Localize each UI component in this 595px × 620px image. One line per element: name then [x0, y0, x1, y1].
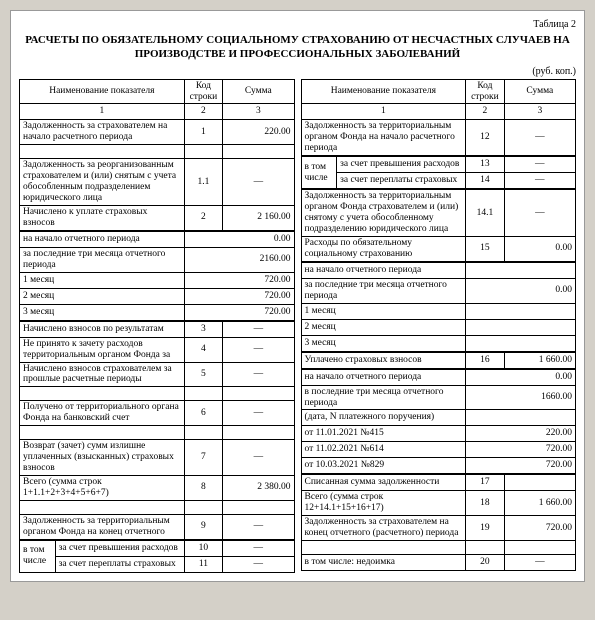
- table-row: Задолженность за территориальным органом…: [20, 514, 295, 539]
- page-title: РАСЧЕТЫ ПО ОБЯЗАТЕЛЬНОМУ СОЦИАЛЬНОМУ СТР…: [19, 33, 576, 62]
- table-row: Расходы по обязательному социальному стр…: [301, 236, 576, 261]
- table-row: Списанная сумма задолженности17: [301, 475, 576, 491]
- right-vtom-table: в том числе за счет превышения расходов1…: [301, 156, 577, 189]
- table-row: Всего (сумма строк 12+14.1+15+16+17)181 …: [301, 491, 576, 516]
- left-table-2: Начислено взносов по результатам3— Не пр…: [19, 321, 295, 540]
- table-row: Возврат (зачет) сумм излишне уплаченных …: [20, 440, 295, 476]
- right-sub-15: на начало отчетного периода за последние…: [301, 262, 577, 352]
- right-table-3: Уплачено страховых взносов161 660.00: [301, 352, 577, 369]
- document-page: Таблица 2 РАСЧЕТЫ ПО ОБЯЗАТЕЛЬНОМУ СОЦИА…: [10, 10, 585, 582]
- right-sub-16: на начало отчетного периода0.00 в послед…: [301, 369, 577, 475]
- hdr-name: Наименование показателя: [20, 79, 185, 104]
- table-row: Задолженность за страхователем на конец …: [301, 516, 576, 541]
- hdr-code: Код строки: [184, 79, 222, 104]
- right-table: Наименование показателя Код строки Сумма…: [301, 79, 577, 157]
- table-row: Всего (сумма строк 1+1.1+2+3+4+5+6+7)82 …: [20, 475, 295, 500]
- table-row: Задолженность за территориальным органом…: [301, 120, 576, 156]
- table-row: в том числе: недоимка20—: [301, 555, 576, 571]
- table-row: Уплачено страховых взносов161 660.00: [301, 352, 576, 368]
- table-row: Не принято к зачету расходов территориал…: [20, 337, 295, 362]
- left-column: Наименование показателя Код строки Сумма…: [19, 79, 295, 573]
- columns-wrapper: Наименование показателя Код строки Сумма…: [19, 79, 576, 573]
- table-number: Таблица 2: [19, 19, 576, 30]
- table-row: Задолженность за реорганизованным страхо…: [20, 159, 295, 206]
- table-row: Начислено взносов страхователем за прошл…: [20, 362, 295, 387]
- hdr-sum: Сумма: [223, 79, 294, 104]
- left-table: Наименование показателя Код строки Сумма…: [19, 79, 295, 231]
- table-row: Получено от территориального органа Фонд…: [20, 401, 295, 426]
- left-sub-table: на начало отчетного периода0.00 за после…: [19, 231, 295, 321]
- right-table-4: Списанная сумма задолженности17 Всего (с…: [301, 474, 577, 571]
- left-vtom-table: в том числе за счет превышения расходов1…: [19, 540, 295, 573]
- table-row: Начислено взносов по результатам3—: [20, 321, 295, 337]
- table-row: Задолженность за страхователем на начало…: [20, 120, 295, 145]
- right-column: Наименование показателя Код строки Сумма…: [301, 79, 577, 573]
- table-row: Начислено к уплате страховых взносов22 1…: [20, 205, 295, 230]
- table-row: Задолженность за территориальным органом…: [301, 190, 576, 237]
- unit-label: (руб. коп.): [19, 66, 576, 77]
- right-table-2: Задолженность за территориальным органом…: [301, 189, 577, 262]
